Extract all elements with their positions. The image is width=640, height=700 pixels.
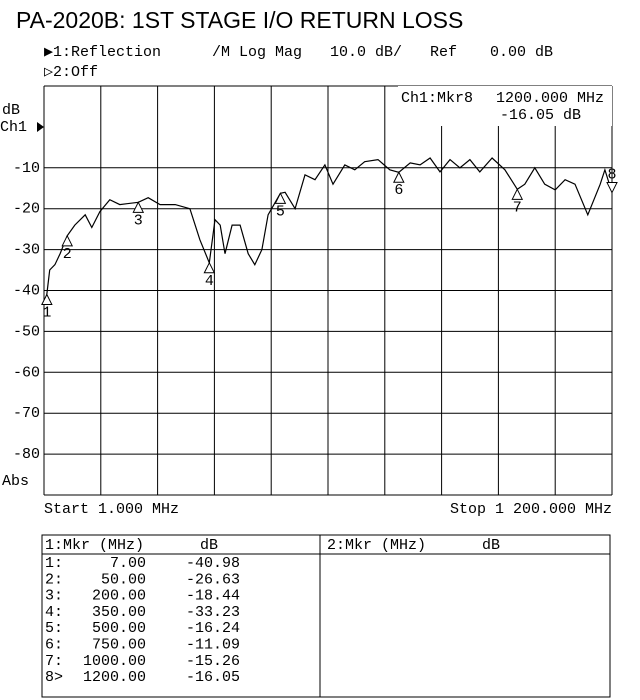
- y-unit: dB: [2, 102, 20, 119]
- table-header: 1:Mkr (MHz): [45, 537, 144, 554]
- marker-label: 3: [134, 212, 143, 229]
- row-index: 1:: [45, 555, 63, 572]
- row-frequency: 1000.00: [83, 653, 146, 670]
- y-tick-label: -50: [13, 323, 40, 340]
- y-tick-label: -70: [13, 405, 40, 422]
- row-index: 3:: [45, 588, 63, 605]
- row-index: 2:: [45, 571, 63, 588]
- y-tick-label: -30: [13, 242, 40, 259]
- row-index: 8>: [45, 669, 63, 686]
- marker: [203, 261, 216, 274]
- y-tick-label: -40: [13, 282, 40, 299]
- readout-value: -16.05 dB: [500, 107, 581, 124]
- marker: [606, 182, 618, 194]
- plot: 1 2 3 4 5 6 7 8: [41, 85, 618, 496]
- row-frequency: 200.00: [92, 588, 146, 605]
- marker-label: 5: [276, 203, 285, 220]
- marker-label: 8: [607, 167, 616, 184]
- start-label: Start 1.000 MHz: [44, 501, 179, 518]
- row-value: -18.44: [186, 588, 240, 605]
- y-unit-bottom: Abs: [2, 473, 29, 490]
- row-frequency: 750.00: [92, 636, 146, 653]
- marker-label: 4: [205, 273, 214, 290]
- marker-label: 2: [63, 246, 72, 263]
- table-header: dB: [200, 537, 218, 554]
- marker-label: 7: [513, 199, 522, 216]
- marker: [511, 188, 524, 200]
- row-frequency: 7.00: [110, 555, 146, 572]
- channel2: ▷2:Off: [44, 64, 98, 81]
- row-value: -40.98: [186, 555, 240, 572]
- format: /M Log Mag: [212, 44, 302, 61]
- marker: [61, 234, 74, 247]
- marker-label: 1: [42, 304, 51, 321]
- table-rows: 1: 7.00 -40.98 2: 50.00 -26.63 3: 200.00 -18.44 4…: [45, 555, 240, 686]
- row-index: 4:: [45, 604, 63, 621]
- y-tick-label: -60: [13, 364, 40, 381]
- ref: Ref: [430, 44, 457, 61]
- marker: [393, 171, 405, 183]
- channel-label: Ch1: [0, 119, 27, 136]
- marker: [132, 201, 145, 213]
- row-index: 7:: [45, 653, 63, 670]
- marker-label: 6: [394, 182, 403, 199]
- row-value: -11.09: [186, 636, 240, 653]
- marker-table: [41, 534, 611, 698]
- row-value: -16.05: [186, 669, 240, 686]
- row-value: -33.23: [186, 604, 240, 621]
- y-tick-label: -10: [13, 160, 40, 177]
- row-value: -26.63: [186, 571, 240, 588]
- table-header: 2:Mkr (MHz): [327, 537, 426, 554]
- trace: [43, 157, 613, 305]
- chart-title: PA-2020B: 1ST STAGE I/O RETURN LOSS: [16, 7, 463, 33]
- marker: [274, 192, 287, 204]
- row-frequency: 1200.00: [83, 669, 146, 686]
- stop-label: Stop 1 200.000 MHz: [450, 501, 612, 518]
- channel1: ▶1:Reflection: [44, 44, 161, 61]
- ref-arrow: [37, 122, 44, 132]
- row-frequency: 500.00: [92, 620, 146, 637]
- readout-box: [398, 86, 612, 126]
- row-index: 5:: [45, 620, 63, 637]
- table-header: dB: [482, 537, 500, 554]
- y-tick-label: -80: [13, 446, 40, 463]
- row-value: -16.24: [186, 620, 240, 637]
- readout-frequency: 1200.000 MHz: [496, 90, 604, 107]
- y-tick-label: -20: [13, 201, 40, 218]
- row-index: 6:: [45, 636, 63, 653]
- row-frequency: 350.00: [92, 604, 146, 621]
- row-value: -15.26: [186, 653, 240, 670]
- readout-marker: Ch1:Mkr8: [401, 90, 473, 107]
- ref-value: 0.00 dB: [490, 44, 553, 61]
- scale: 10.0 dB/: [330, 44, 402, 61]
- marker: [41, 293, 53, 306]
- row-frequency: 50.00: [101, 571, 146, 588]
